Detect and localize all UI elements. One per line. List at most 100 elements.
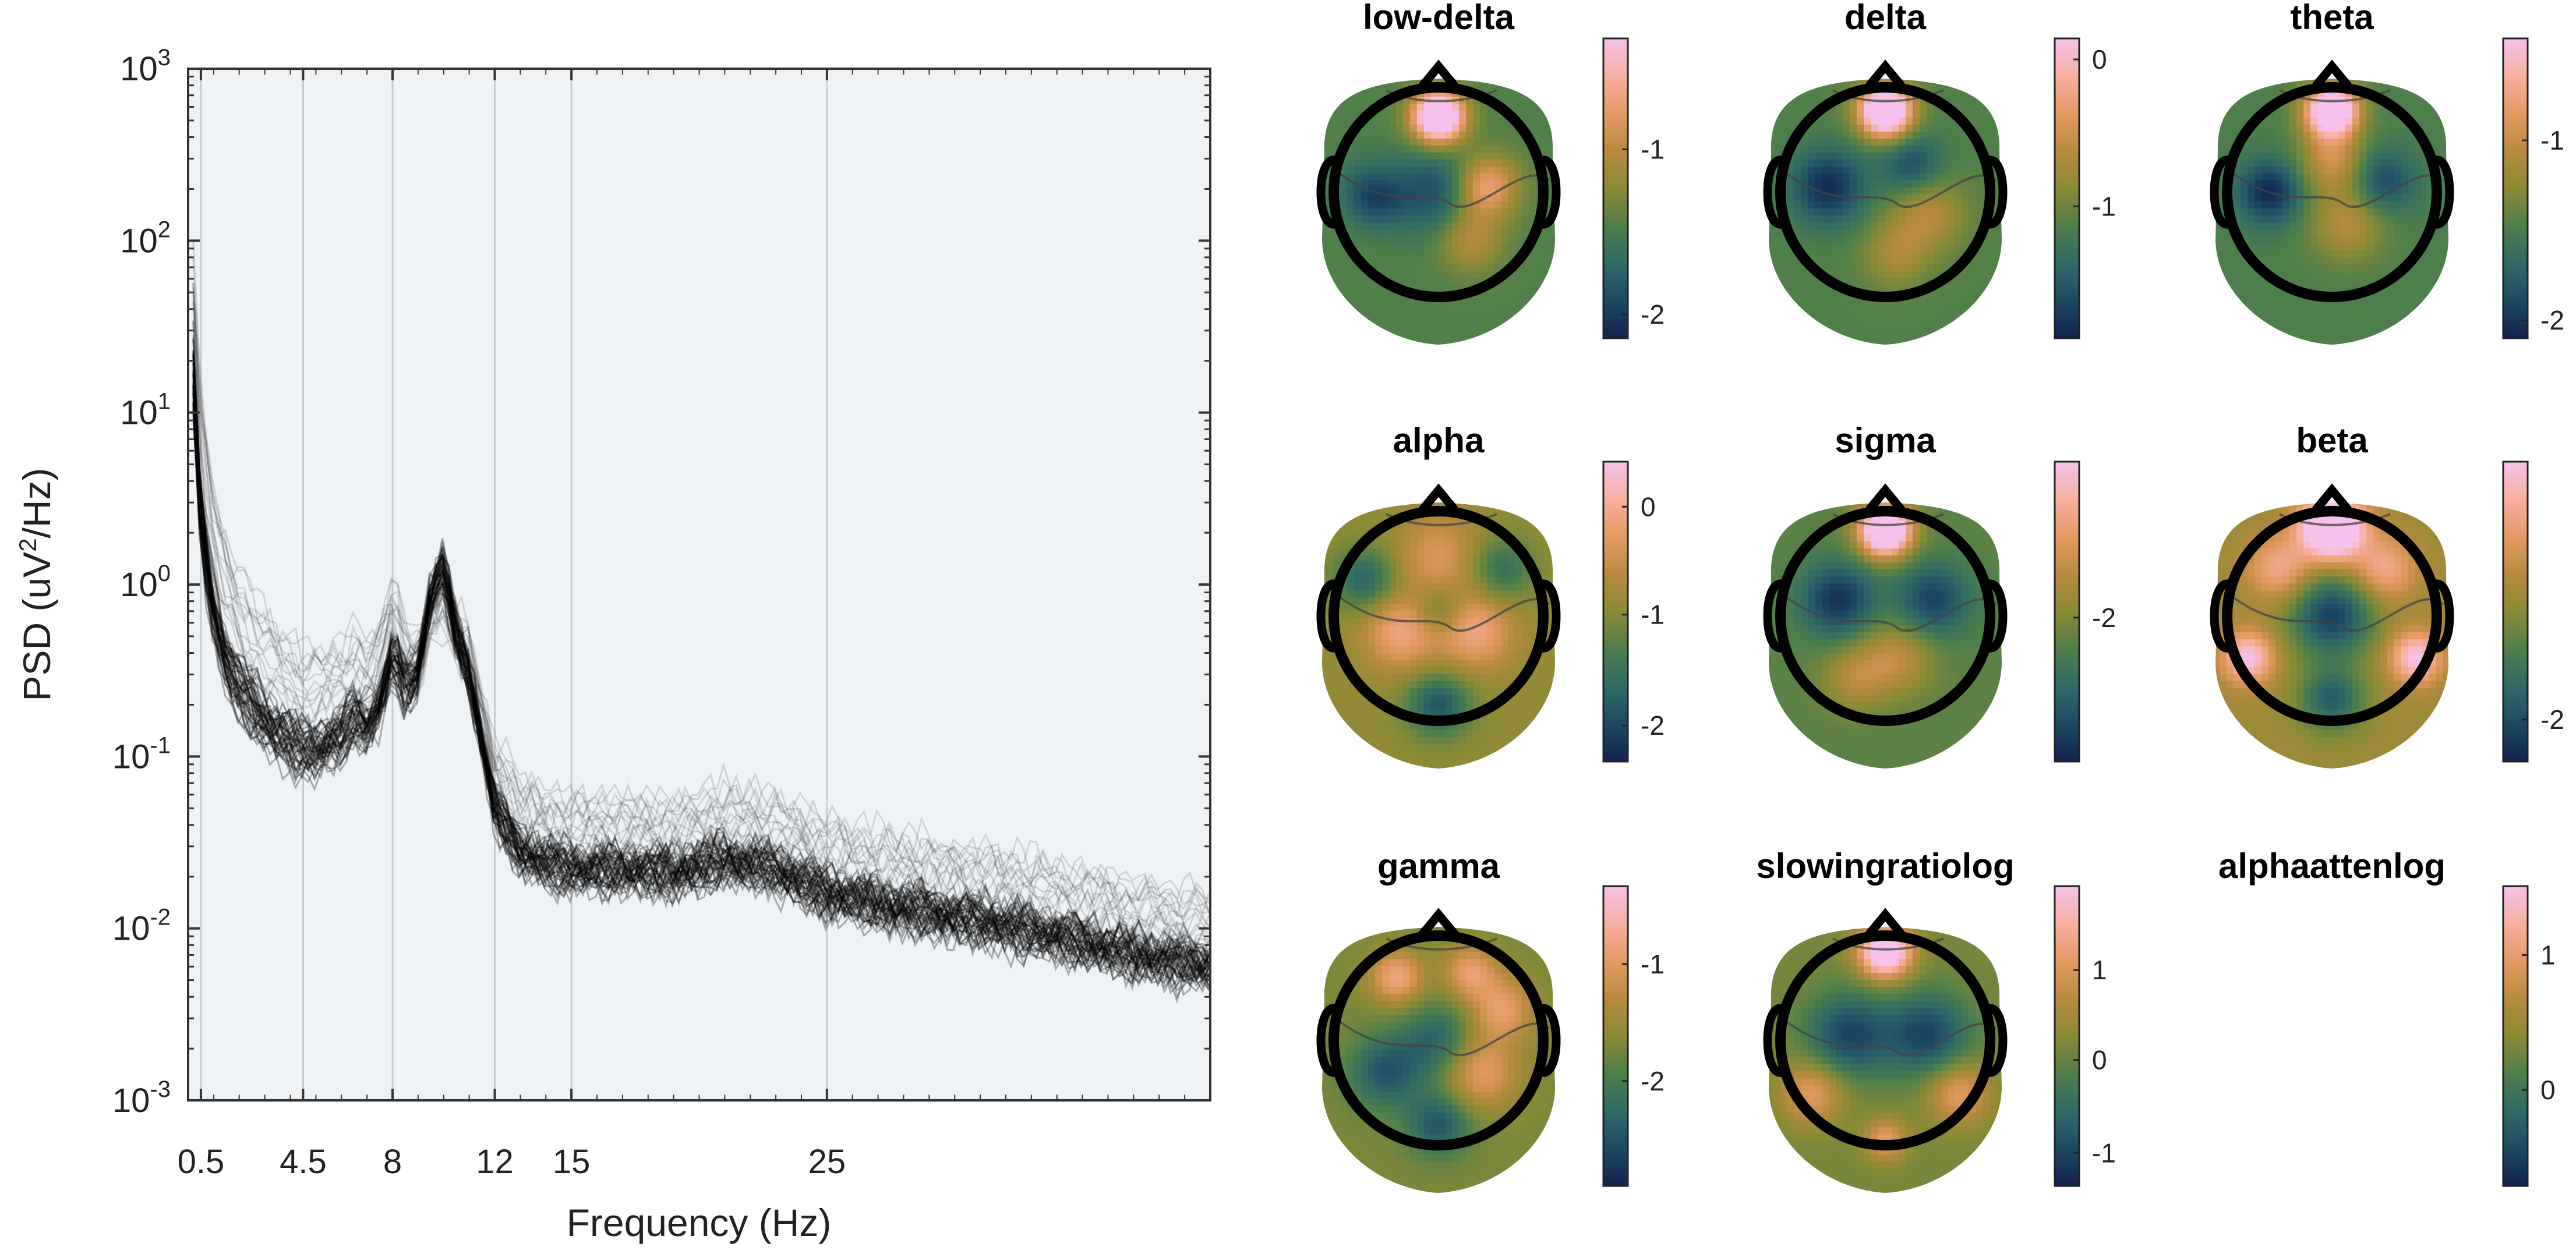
topomap-cell [2289, 83, 2297, 90]
topomap-cell [1375, 264, 1383, 272]
topomap-cell [1396, 299, 1404, 307]
topomap-cell [1864, 243, 1871, 251]
topomap-cell [1522, 306, 1529, 314]
topomap-cell [1815, 173, 1822, 181]
topomap-cell [2366, 104, 2374, 111]
topomap-cell [1403, 79, 1411, 83]
topomap-cell [1864, 341, 1871, 345]
topomap-cell [1361, 215, 1369, 223]
topomap-cell [1969, 79, 1976, 83]
topomap-cell [1322, 534, 1327, 542]
topomap-cell [1389, 243, 1397, 251]
topomap-cell [1340, 590, 1348, 598]
topomap-cell [1487, 257, 1494, 265]
topomap-cell [2338, 167, 2346, 174]
topomap-cell [1480, 541, 1487, 549]
topomap-cell [2317, 208, 2325, 216]
topomap-cell [1997, 229, 2002, 237]
topomap-cell [2220, 83, 2227, 90]
topomap-cell [1375, 83, 1383, 90]
topomap-cell [2268, 79, 2276, 83]
topomap-cell [1375, 327, 1383, 335]
topomap-cell [1487, 111, 1494, 118]
topomap-cell [2317, 257, 2325, 265]
topomap-cell [1906, 160, 1913, 167]
topomap-cell [1543, 83, 1550, 90]
topomap-cell [1815, 250, 1822, 258]
topomap-cell [1557, 527, 1564, 535]
topomap-cell [1431, 583, 1439, 591]
topomap-cell [2443, 250, 2448, 258]
psd-channel-trace [192, 375, 1210, 980]
topomap-cell [2373, 222, 2381, 230]
topomap-cell [1508, 153, 1515, 160]
topomap-cell [1536, 292, 1543, 300]
topomap-cell [2401, 299, 2409, 307]
topomap-cell [1487, 132, 1494, 139]
topomap-cell [2450, 146, 2458, 153]
topomap-cell [1850, 139, 1857, 146]
topomap-cell [1326, 118, 1334, 125]
psd-channel-trace [192, 354, 1210, 975]
topomap-cell [1382, 153, 1390, 160]
topomap-cell [2310, 299, 2318, 307]
topomap-cell [1333, 278, 1341, 286]
topomap-cell [2303, 167, 2311, 174]
topomap-cell [1557, 76, 1564, 83]
topomap-cell [1878, 236, 1885, 244]
topomap-cell [1997, 222, 2002, 230]
topomap-cell [2436, 90, 2444, 97]
topomap-cell [1962, 160, 1969, 167]
topomap-cell [1515, 139, 1522, 146]
topomap-cell [1354, 104, 1362, 111]
topomap-cell [1557, 500, 1564, 507]
topomap-cell [1976, 334, 1983, 342]
topomap-cell [1326, 83, 1334, 90]
topomap-cell [2352, 180, 2360, 188]
topomap-cell [1410, 597, 1418, 605]
topomap-cell [1438, 576, 1446, 584]
topomap-cell [1773, 327, 1780, 335]
topomap-cell [1410, 527, 1418, 535]
topomap-cell [1347, 264, 1355, 272]
topomap-cell [1536, 250, 1543, 258]
topomap-cell [1962, 320, 1969, 328]
topomap-cell [1990, 125, 1997, 132]
topomap-cell [1885, 236, 1892, 244]
topomap-cell [1948, 222, 1955, 230]
topomap-cell [1787, 125, 1794, 132]
topomap-cell [1815, 285, 1822, 293]
topomap-cell [1452, 194, 1460, 202]
topomap-cell [1976, 125, 1983, 132]
topomap-cell [1487, 146, 1494, 153]
topomap-cell [1878, 104, 1885, 111]
topomap-cell [2003, 341, 2011, 349]
topomap-cell [1494, 236, 1501, 244]
topomap-cell [1382, 180, 1390, 188]
topomap-cell [1822, 160, 1829, 167]
topomap-cell [1801, 271, 1808, 279]
topomap-cell [2422, 327, 2430, 335]
topomap-cell [1424, 555, 1432, 563]
topomap-cell [1843, 173, 1850, 181]
topomap-cell [1815, 327, 1822, 335]
topomap-cell [1340, 125, 1348, 132]
topomap-cell [1871, 208, 1878, 216]
topomap-cell [1976, 285, 1983, 293]
topomap-cell [1375, 502, 1383, 507]
topomap-cell [2331, 285, 2339, 293]
topomap-cell [2394, 153, 2402, 160]
topomap-cell [1536, 90, 1543, 97]
topomap-cell [1906, 257, 1913, 265]
topomap-cell [1382, 534, 1390, 542]
topomap-cell [2268, 83, 2276, 90]
topomap-cell [1508, 320, 1515, 328]
topomap-cell [2268, 229, 2276, 237]
topomap-cell [1997, 243, 2002, 251]
topomap-cell [1529, 299, 1536, 307]
topomap-cell [2331, 173, 2339, 181]
topomap-cell [1850, 327, 1857, 335]
topomap-cell [1769, 229, 1773, 237]
topomap-cell [2227, 125, 2234, 132]
topomap-cell [1948, 243, 1955, 251]
